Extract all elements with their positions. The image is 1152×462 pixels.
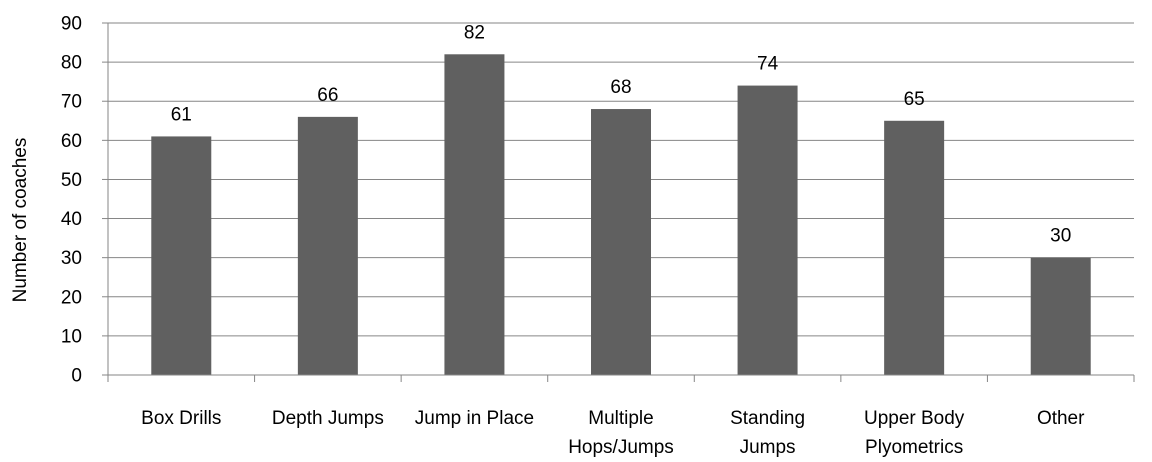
data-label: 66 — [317, 85, 338, 106]
x-tick-label: Box Drills — [141, 408, 221, 429]
y-tick-label: 40 — [61, 209, 82, 230]
x-tick-label: Standing Jumps — [730, 408, 805, 458]
x-tick-label-line: Plyometrics — [865, 437, 963, 458]
data-label: 30 — [1050, 226, 1071, 247]
x-tick-label: Multiple Hops/Jumps — [568, 408, 674, 458]
y-tick-label: 70 — [61, 92, 82, 113]
x-tick-label-line: Other — [1037, 408, 1085, 429]
data-label: 82 — [464, 22, 485, 43]
bar — [151, 136, 212, 375]
y-tick-label: 90 — [61, 14, 82, 35]
x-tick-label: Depth Jumps — [272, 408, 384, 429]
data-label: 68 — [610, 77, 631, 98]
data-label: 65 — [904, 89, 925, 110]
y-axis-label: Number of coaches — [10, 138, 31, 303]
axes — [102, 22, 1135, 382]
bar — [297, 116, 358, 375]
y-tick-label: 30 — [61, 248, 82, 269]
data-label: 74 — [757, 54, 779, 75]
data-label: 61 — [171, 104, 192, 125]
x-tick-label-line: Multiple — [588, 408, 653, 429]
y-tick-label: 20 — [61, 287, 82, 308]
bar — [591, 109, 651, 376]
x-tick-label-line: Jumps — [740, 437, 796, 458]
bar — [1030, 257, 1091, 375]
bar — [444, 54, 505, 376]
x-tick-label-line: Upper Body — [864, 408, 965, 429]
x-tick-labels: Box Drills Depth Jumps Jump in Place Multip… — [141, 408, 1085, 458]
y-tick-label: 80 — [61, 53, 82, 74]
x-tick-label-line: Jump in Place — [415, 408, 534, 429]
data-labels: 61 66 82 68 74 65 30 — [171, 22, 1072, 246]
bar — [737, 85, 798, 376]
bars — [151, 54, 1091, 376]
x-tick-label-line: Standing — [730, 408, 805, 429]
bar — [884, 120, 945, 376]
x-tick-label-line: Hops/Jumps — [568, 437, 674, 458]
x-tick-label: Other — [1037, 408, 1085, 429]
y-tick-labels: 0 10 20 30 40 50 60 70 80 90 — [61, 14, 82, 387]
x-tick-label: Jump in Place — [415, 408, 534, 429]
y-tick-label: 10 — [61, 326, 82, 347]
x-tick-label: Upper Body Plyometrics — [864, 408, 965, 458]
y-tick-label: 0 — [71, 366, 82, 387]
y-tick-label: 60 — [61, 131, 82, 152]
y-tick-label: 50 — [61, 170, 82, 191]
x-tick-label-line: Depth Jumps — [272, 408, 384, 429]
x-tick-label-line: Box Drills — [141, 408, 221, 429]
